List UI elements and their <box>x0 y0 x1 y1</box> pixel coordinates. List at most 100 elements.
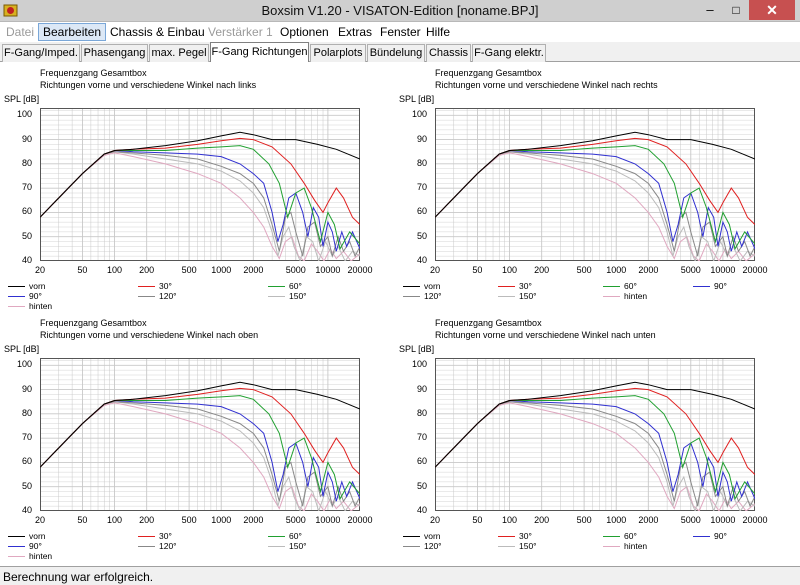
y-axis-label: SPL [dB] <box>4 344 40 354</box>
y-tick-label: 50 <box>416 230 427 241</box>
legend-item: 60° <box>603 531 637 541</box>
plot-border <box>40 358 360 511</box>
legend-label: vorn <box>424 281 441 291</box>
status-text: Berechnung war erfolgreich. <box>3 570 154 584</box>
x-tick-label: 10000 <box>315 265 341 275</box>
legend-item: 120° <box>138 541 177 551</box>
series-line-60 <box>435 395 755 501</box>
y-tick-label: 100 <box>411 109 427 120</box>
x-tick-label: 2000 <box>243 515 264 525</box>
tab-f-gang-elektr[interactable]: F-Gang elektr. <box>472 44 546 62</box>
app-icon[interactable] <box>3 3 18 18</box>
series-line-90 <box>40 399 360 502</box>
legend-item: 30° <box>138 281 172 291</box>
legend-swatch <box>603 546 620 548</box>
legend-item: hinten <box>603 291 647 301</box>
legend-item: 120° <box>403 291 442 301</box>
legend-item: 90° <box>8 541 42 551</box>
plot-area[interactable] <box>435 358 755 511</box>
chart-subtitle: Richtungen vorne und verschiedene Winkel… <box>40 330 259 340</box>
y-tick-label: 100 <box>16 359 32 370</box>
title-bar: Boxsim V1.20 - VISATON-Edition [noname.B… <box>0 0 800 22</box>
legend-item: hinten <box>8 551 52 561</box>
tab-phasengang[interactable]: Phasengang <box>81 44 148 62</box>
legend-swatch <box>498 296 515 298</box>
tab-buendelung[interactable]: Bündelung <box>367 44 425 62</box>
x-tick-label: 100 <box>502 515 518 525</box>
menu-verstaerker[interactable]: Verstärker 1 <box>208 25 273 39</box>
grid <box>40 358 360 511</box>
legend-label: 60° <box>624 531 637 541</box>
x-tick-label: 10000 <box>315 515 341 525</box>
menu-chassis-einbau[interactable]: Chassis & Einbau <box>110 25 205 39</box>
legend-swatch <box>8 536 25 538</box>
series-line-hinten <box>40 152 360 261</box>
legend-label: 120° <box>424 291 442 301</box>
series-line-90 <box>435 149 755 252</box>
plot-area[interactable] <box>40 358 360 511</box>
y-tick-label: 90 <box>21 133 32 144</box>
legend-label: 90° <box>29 291 42 301</box>
minimize-button[interactable]: – <box>706 2 714 17</box>
legend-swatch <box>8 286 25 288</box>
close-button[interactable]: ✕ <box>749 0 795 20</box>
y-tick-label: 80 <box>416 157 427 168</box>
legend-label: 120° <box>159 541 177 551</box>
grid <box>435 108 755 261</box>
legend-item: vorn <box>403 281 441 291</box>
plot-border <box>40 108 360 261</box>
menu-fenster[interactable]: Fenster <box>380 25 421 39</box>
legend-swatch <box>268 296 285 298</box>
menu-hilfe[interactable]: Hilfe <box>426 25 451 39</box>
legend-item: vorn <box>8 281 46 291</box>
grid <box>40 108 360 261</box>
menu-bar: Datei Bearbeiten Chassis & Einbau Verstä… <box>0 22 800 42</box>
chart-title: Frequenzgang Gesamtbox Richtungen vorne u… <box>40 67 256 91</box>
x-tick-label: 5000 <box>680 265 701 275</box>
y-tick-label: 40 <box>416 505 427 515</box>
y-axis-label: SPL [dB] <box>399 94 435 104</box>
tab-polarplots[interactable]: Polarplots <box>310 44 366 62</box>
y-tick-label: 90 <box>416 383 427 394</box>
series-line-90 <box>40 149 360 252</box>
menu-bearbeiten[interactable]: Bearbeiten <box>38 23 107 41</box>
legend-swatch <box>138 536 155 538</box>
legend-item: hinten <box>8 301 52 311</box>
legend-item: 60° <box>268 531 302 541</box>
menu-datei[interactable]: Datei <box>6 25 35 39</box>
legend-label: 30° <box>159 281 172 291</box>
x-tick-label: 5000 <box>285 515 306 525</box>
y-tick-label: 40 <box>21 255 32 265</box>
maximize-button[interactable]: □ <box>732 3 740 17</box>
tab-max-pegel[interactable]: max. Pegel <box>149 44 209 62</box>
y-tick-label: 50 <box>21 230 32 241</box>
x-tick-label: 50 <box>472 265 483 275</box>
legend-swatch <box>603 296 620 298</box>
x-tick-label: 50 <box>472 515 483 525</box>
x-tick-label: 2000 <box>638 265 659 275</box>
legend-label: 150° <box>519 541 537 551</box>
plot-area[interactable] <box>40 108 360 261</box>
tab-f-gang-richtungen[interactable]: F-Gang Richtungen <box>210 42 309 62</box>
y-tick-label: 100 <box>16 109 32 120</box>
plot-area[interactable] <box>435 108 755 261</box>
series-line-60 <box>40 145 360 251</box>
tab-chassis[interactable]: Chassis <box>426 44 471 62</box>
legend-item: 120° <box>138 291 177 301</box>
legend-swatch <box>138 286 155 288</box>
menu-extras[interactable]: Extras <box>338 25 373 39</box>
chart-panel: Frequenzgang Gesamtbox Richtungen vorne u… <box>395 63 795 313</box>
legend-label: 60° <box>289 531 302 541</box>
x-tick-label: 20 <box>34 265 45 275</box>
tab-f-gang-imped[interactable]: F-Gang/Imped. <box>2 44 80 62</box>
y-tick-label: 40 <box>416 255 427 265</box>
y-tick-label: 80 <box>21 157 32 168</box>
legend-label: 60° <box>624 281 637 291</box>
x-tick-label: 20000 <box>742 265 768 275</box>
y-tick-label: 70 <box>416 432 427 443</box>
menu-optionen[interactable]: Optionen <box>280 25 329 39</box>
series-line-vorn <box>435 381 755 468</box>
legend-item: vorn <box>8 531 46 541</box>
x-tick-label: 100 <box>107 265 123 275</box>
legend-swatch <box>403 546 420 548</box>
